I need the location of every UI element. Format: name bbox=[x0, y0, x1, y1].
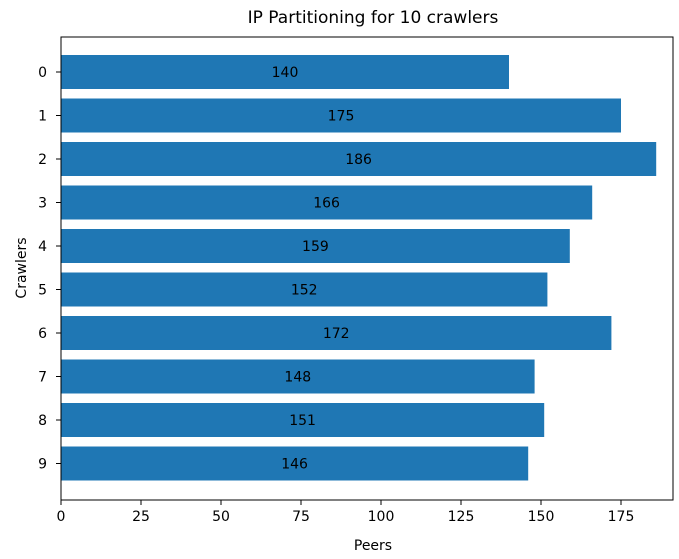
bar-8 bbox=[61, 403, 545, 437]
y-tick-label-3: 3 bbox=[38, 196, 47, 212]
x-tick-label-75: 75 bbox=[292, 509, 310, 525]
bar-3 bbox=[61, 185, 593, 220]
y-tick-label-6: 6 bbox=[38, 326, 47, 342]
y-tick-label-7: 7 bbox=[38, 370, 47, 386]
bar-5 bbox=[61, 272, 548, 307]
chart-title: IP Partitioning for 10 crawlers bbox=[248, 8, 499, 28]
data-label-4: 159 bbox=[302, 239, 329, 255]
bar-0 bbox=[61, 55, 509, 89]
x-tick-label-175: 175 bbox=[608, 509, 635, 525]
y-tick-label-5: 5 bbox=[38, 283, 47, 299]
x-tick-label-125: 125 bbox=[448, 509, 475, 525]
y-tick-label-4: 4 bbox=[38, 239, 47, 255]
data-label-8: 151 bbox=[289, 413, 316, 429]
bars-group bbox=[61, 55, 657, 481]
x-tick-label-100: 100 bbox=[368, 509, 395, 525]
bar-9 bbox=[61, 446, 529, 481]
data-label-1: 175 bbox=[328, 109, 355, 125]
y-tick-label-8: 8 bbox=[38, 413, 47, 429]
y-axis: 0 1 2 3 4 5 6 7 8 9 bbox=[38, 65, 61, 473]
data-label-5: 152 bbox=[291, 283, 318, 299]
y-tick-label-9: 9 bbox=[38, 457, 47, 473]
x-tick-label-25: 25 bbox=[132, 509, 150, 525]
x-axis: 0 25 50 75 100 125 150 175 bbox=[57, 500, 635, 525]
y-tick-label-0: 0 bbox=[38, 65, 47, 81]
data-label-0: 140 bbox=[272, 65, 299, 81]
x-tick-label-0: 0 bbox=[57, 509, 66, 525]
data-label-9: 146 bbox=[281, 457, 308, 473]
bar-4 bbox=[61, 229, 570, 263]
y-axis-label: Crawlers bbox=[14, 237, 30, 298]
plot-frame bbox=[60, 36, 674, 501]
x-tick-label-50: 50 bbox=[212, 509, 230, 525]
bar-2 bbox=[61, 142, 657, 176]
y-tick-label-1: 1 bbox=[38, 109, 47, 125]
data-label-3: 166 bbox=[313, 196, 340, 212]
bar-6 bbox=[61, 316, 612, 350]
data-label-7: 148 bbox=[284, 370, 311, 386]
y-tick-label-2: 2 bbox=[38, 152, 47, 168]
data-label-2: 186 bbox=[345, 152, 372, 168]
bar-1 bbox=[61, 98, 621, 133]
bar-7 bbox=[61, 359, 535, 394]
data-labels-group: 140 175 186 166 159 152 172 148 151 146 bbox=[272, 65, 372, 473]
data-label-6: 172 bbox=[323, 326, 350, 342]
x-axis-label: Peers bbox=[354, 538, 392, 554]
x-tick-label-150: 150 bbox=[528, 509, 555, 525]
